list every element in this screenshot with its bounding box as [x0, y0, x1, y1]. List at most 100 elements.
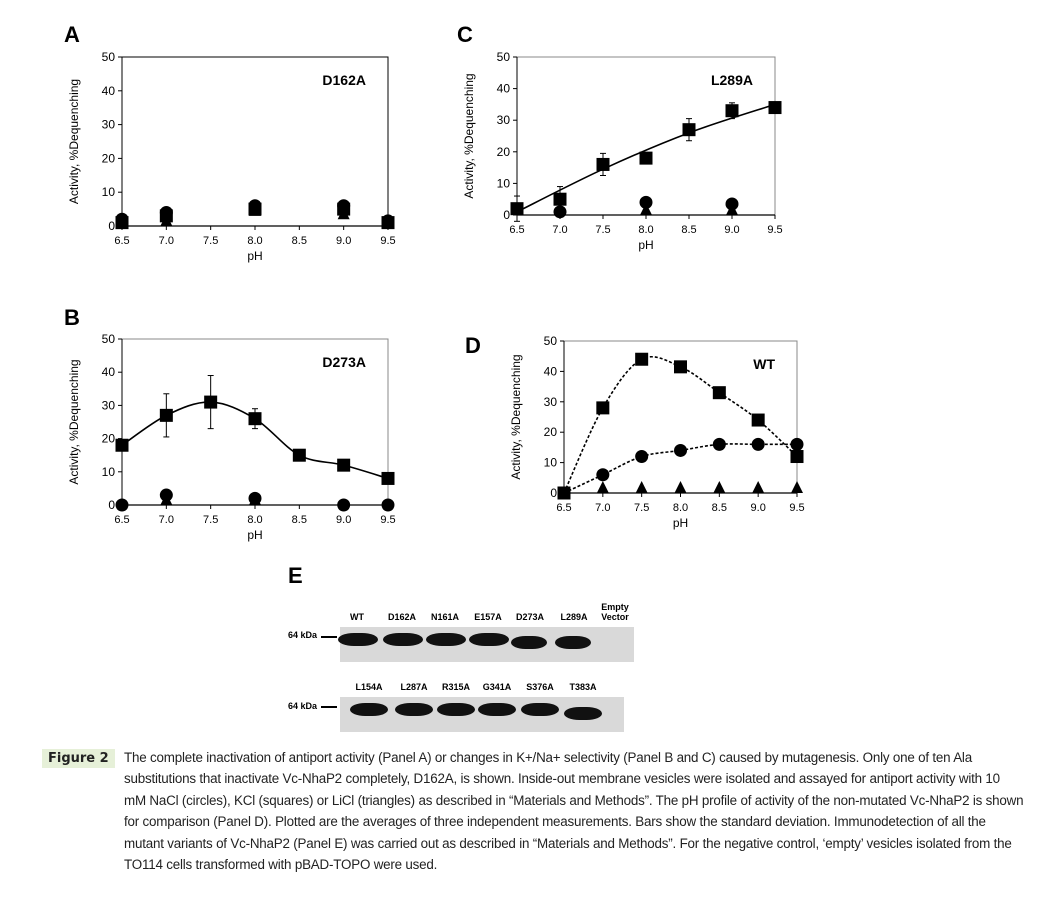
chart-d-x-tick-label: 8.0 — [673, 502, 688, 514]
chart-c-x-tick-label: 8.0 — [638, 224, 653, 236]
chart-c-point-kcl — [553, 192, 567, 206]
panel-letter-d: D — [465, 333, 481, 358]
chart-d-point-kcl — [557, 486, 571, 500]
chart-c-point-nacl — [553, 205, 567, 219]
chart-d-point-nacl — [674, 443, 687, 457]
lane-label-empty-vector: Empty — [601, 602, 629, 612]
chart-a-x-tick-label: 9.0 — [336, 235, 351, 247]
protein-band — [521, 703, 559, 716]
chart-d-point-licl — [674, 481, 687, 493]
marker-tick-row1 — [321, 636, 337, 638]
chart-d-x-axis-label: pH — [673, 516, 688, 530]
figure-label: Figure 2 — [42, 749, 115, 768]
chart-b-x-tick-label: 9.0 — [336, 514, 351, 526]
chart-a-y-tick-label: 10 — [102, 185, 116, 199]
chart-d-point-kcl — [635, 352, 649, 366]
chart-a-point-kcl — [115, 216, 129, 230]
chart-b-x-tick-label: 8.5 — [292, 514, 307, 526]
chart-c-y-tick-label: 0 — [503, 208, 510, 222]
protein-band — [469, 633, 509, 646]
chart-a-y-tick-label: 40 — [102, 84, 116, 98]
chart-d-x-tick-label: 6.5 — [556, 502, 571, 514]
chart-c-point-licl — [640, 203, 652, 215]
protein-band — [555, 636, 591, 649]
chart-b-x-axis-label: pH — [247, 528, 262, 542]
chart-a-y-tick-label: 20 — [102, 151, 116, 165]
lane-label-empty: Empty Vector — [601, 602, 629, 622]
chart-a-x-tick-label: 9.5 — [380, 235, 395, 247]
chart-b-point-nacl — [337, 498, 351, 512]
protein-band — [395, 703, 433, 716]
chart-b-x-tick-label: 9.5 — [380, 514, 395, 526]
chart-c-point-kcl — [682, 123, 696, 137]
lane-label: D162A — [387, 612, 417, 622]
protein-band — [564, 707, 602, 720]
chart-d-point-licl — [713, 481, 726, 493]
chart-b-y-axis-label: Activity, %Dequenching — [67, 359, 81, 484]
chart-b-y-tick-label: 10 — [102, 465, 116, 479]
chart-a-x-tick-label: 7.0 — [159, 235, 174, 247]
chart-b-point-kcl — [159, 408, 173, 422]
chart-d-point-kcl — [712, 386, 726, 400]
chart-d-point-nacl — [712, 437, 726, 451]
chart-c-x-tick-label: 8.5 — [681, 224, 696, 236]
chart-d-point-kcl — [751, 413, 765, 427]
chart-b-title: D273A — [322, 354, 366, 370]
chart-b-point-kcl — [381, 471, 395, 485]
chart-d-point-nacl — [596, 468, 610, 482]
chart-b-y-tick-label: 0 — [108, 498, 115, 512]
chart-c-y-tick-label: 30 — [497, 113, 511, 127]
lane-label: G341A — [482, 682, 512, 692]
chart-b-y-tick-label: 30 — [102, 398, 116, 412]
chart-d-title: WT — [753, 356, 775, 372]
panel-letter-e: E — [288, 563, 303, 588]
chart-b-point-nacl — [115, 498, 129, 512]
chart-a-point-kcl — [248, 202, 262, 216]
chart-d-x-tick-label: 7.0 — [595, 502, 610, 514]
lane-label: L287A — [400, 682, 428, 692]
chart-c-title: L289A — [711, 72, 753, 88]
chart-d-point-licl — [752, 481, 765, 493]
chart-c-x-tick-label: 7.5 — [595, 224, 610, 236]
chart-c-x-axis-label: pH — [638, 238, 653, 252]
chart-b-point-nacl — [248, 491, 262, 505]
chart-a-x-tick-label: 8.0 — [247, 235, 262, 247]
chart-d-y-tick-label: 50 — [544, 334, 558, 348]
chart-d-y-tick-label: 40 — [544, 364, 558, 378]
chart-a-x-tick-label: 6.5 — [114, 235, 129, 247]
chart-d-point-licl — [635, 481, 648, 493]
figure-caption: The complete inactivation of antiport ac… — [124, 750, 1024, 873]
chart-d-point-licl — [596, 481, 609, 493]
panel-letter-b: B — [64, 305, 80, 330]
chart-d-point-kcl — [674, 360, 687, 374]
chart-d-x-tick-label: 9.0 — [751, 502, 766, 514]
chart-c-point-kcl — [768, 101, 782, 115]
lane-label: D273A — [515, 612, 545, 622]
chart-b-y-tick-label: 20 — [102, 432, 116, 446]
chart-c-y-tick-label: 50 — [497, 50, 511, 64]
chart-c-x-tick-label: 6.5 — [509, 224, 524, 236]
protein-band — [437, 703, 475, 716]
chart-c-y-tick-label: 20 — [497, 145, 511, 159]
chart-b-x-tick-label: 8.0 — [247, 514, 262, 526]
chart-d-x-tick-label: 8.5 — [712, 502, 727, 514]
chart-c-x-tick-label: 9.5 — [767, 224, 782, 236]
marker-tick-row2 — [321, 706, 337, 708]
chart-d-y-tick-label: 30 — [544, 395, 558, 409]
chart-b-y-tick-label: 40 — [102, 365, 116, 379]
chart-a-point-kcl — [381, 216, 395, 230]
chart-c-point-nacl — [639, 195, 653, 209]
chart-b-point-nacl — [159, 488, 173, 502]
chart-c-point-nacl — [725, 197, 739, 211]
chart-a-y-tick-label: 50 — [102, 50, 116, 64]
chart-b-y-tick-label: 50 — [102, 332, 116, 346]
chart-a-point-kcl — [337, 202, 351, 216]
panel-letter-c: C — [457, 22, 473, 47]
protein-band — [338, 633, 378, 646]
chart-b-x-tick-label: 7.0 — [159, 514, 174, 526]
chart-d-y-axis-label: Activity, %Dequenching — [509, 354, 523, 479]
chart-d-x-tick-label: 9.5 — [789, 502, 804, 514]
chart-b-x-tick-label: 6.5 — [114, 514, 129, 526]
chart-a-y-tick-label: 30 — [102, 118, 116, 132]
